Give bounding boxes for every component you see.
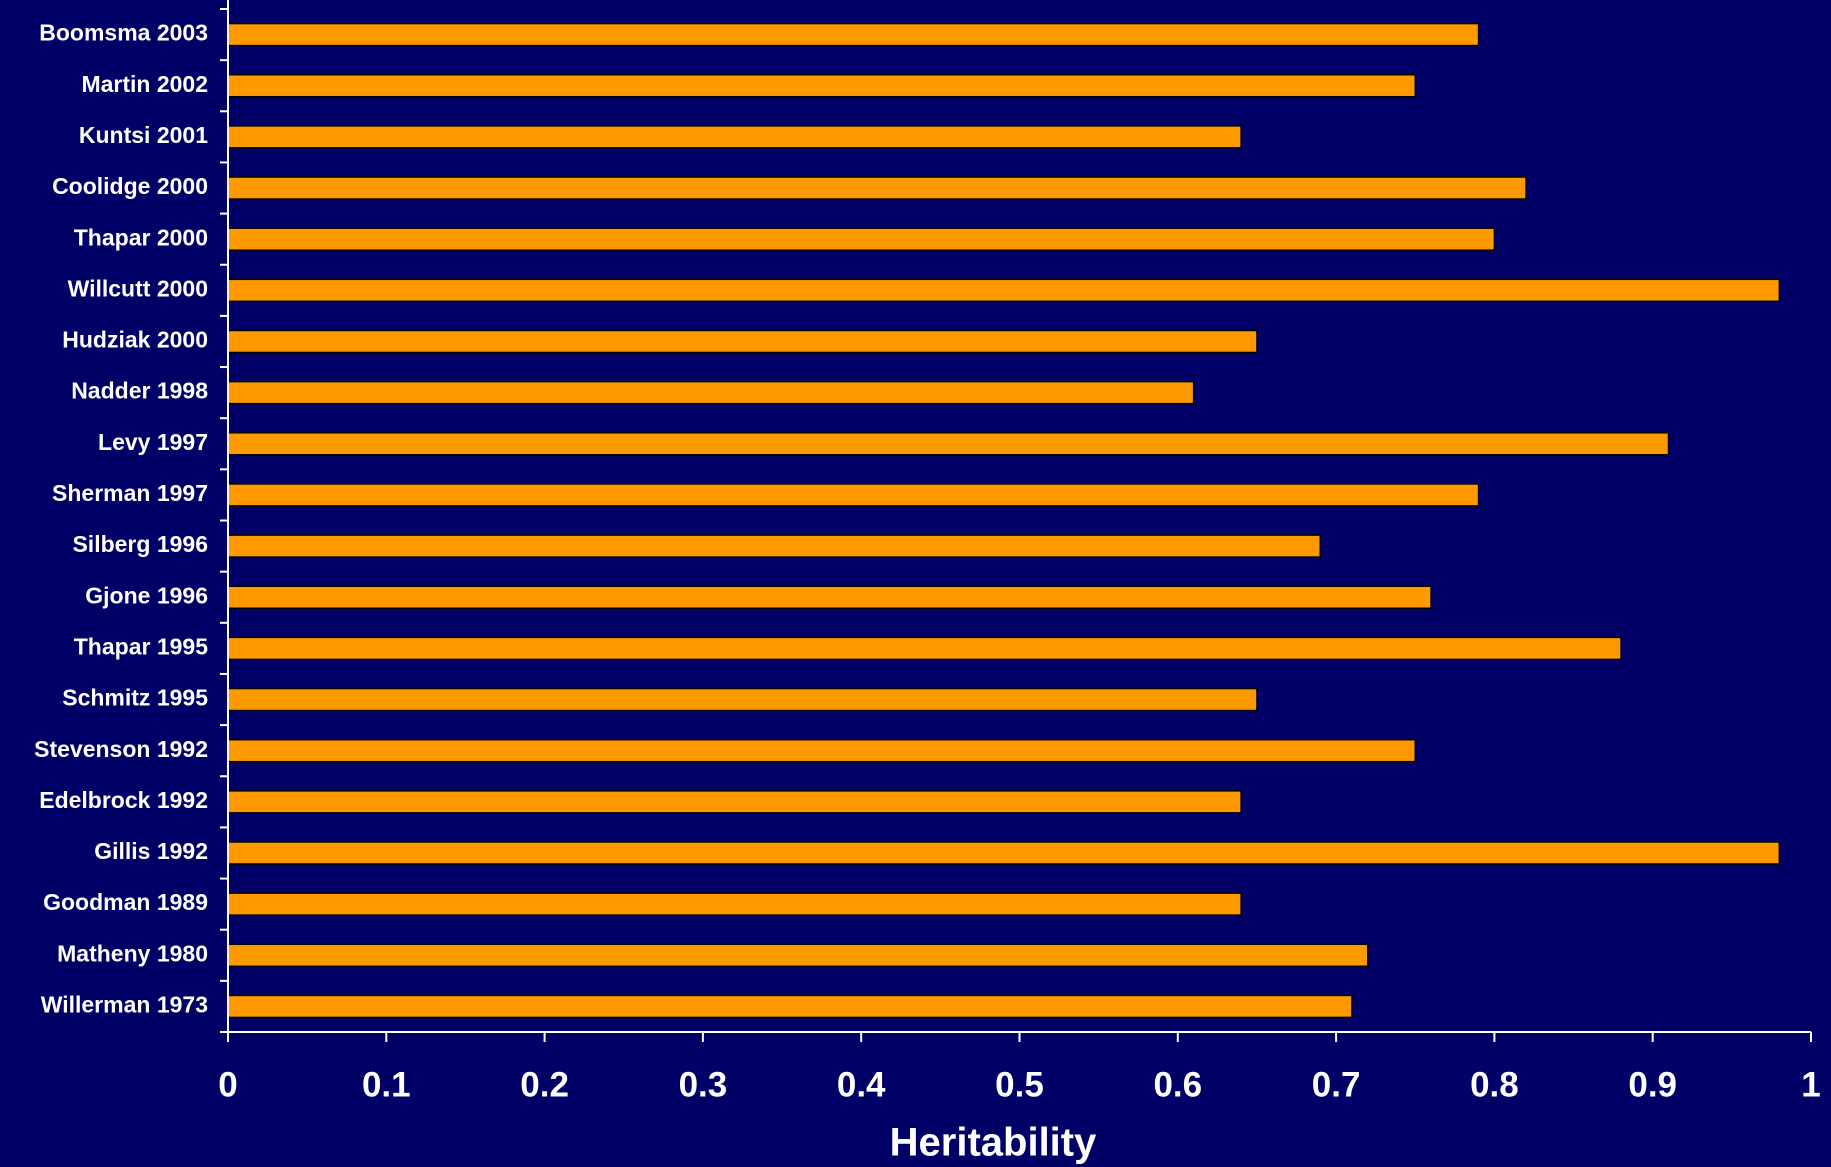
bar [227,994,1353,1019]
x-tick-label: 0.8 [1470,1065,1519,1104]
y-tick-label: Silberg 1996 [72,531,208,557]
bar [227,636,1622,661]
y-tick-label: Boomsma 2003 [39,20,208,46]
x-tick-label: 0.7 [1312,1065,1361,1104]
bar [227,841,1781,865]
y-tick-label: Levy 1997 [98,429,208,455]
x-axis-title: Heritability [890,1121,1097,1165]
y-tick-label: Kuntsi 2001 [79,122,208,148]
bar [227,329,1258,354]
y-tick-label: Goodman 1989 [43,889,208,915]
x-tick-label: 1 [1801,1065,1820,1104]
x-tick-label: 0.2 [520,1065,569,1104]
bar [227,380,1195,405]
bar [227,278,1781,303]
bar [227,176,1527,200]
x-tick-label: 0.1 [362,1065,411,1104]
y-tick-label: Matheny 1980 [57,940,208,966]
bar [227,73,1416,98]
bar [227,738,1416,763]
bar [227,585,1432,609]
y-tick-label: Edelbrock 1992 [39,787,208,813]
x-tick-label: 0.3 [679,1065,728,1104]
x-tick-label: 0.9 [1628,1065,1677,1104]
bar [227,227,1496,251]
y-tick-label: Thapar 1995 [74,633,208,659]
y-tick-label: Gillis 1992 [94,838,208,864]
y-tick-label: Nadder 1998 [71,378,208,404]
y-tick-label: Schmitz 1995 [62,685,208,711]
bar [227,790,1242,814]
bar [227,432,1670,456]
bar [227,22,1480,47]
x-tick-label: 0 [218,1065,237,1104]
y-tick-label: Willerman 1973 [41,992,208,1018]
y-tick-label: Martin 2002 [81,71,208,97]
y-tick-label: Hudziak 2000 [62,327,208,353]
y-tick-label: Stevenson 1992 [34,736,208,762]
y-tick-label: Willcutt 2000 [68,275,208,301]
x-tick-label: 0.5 [995,1065,1044,1104]
y-tick-label: Gjone 1996 [85,582,208,608]
bar [227,534,1322,558]
bar [227,125,1242,149]
y-tick-label: Coolidge 2000 [52,173,208,199]
y-tick-label: Thapar 2000 [74,224,208,250]
y-tick-label: Sherman 1997 [52,480,208,506]
bar [227,483,1480,507]
bar [227,892,1242,916]
x-tick-label: 0.4 [837,1065,886,1104]
x-tick-label: 0.6 [1153,1065,1202,1104]
bar [227,687,1258,712]
bar [227,943,1369,968]
